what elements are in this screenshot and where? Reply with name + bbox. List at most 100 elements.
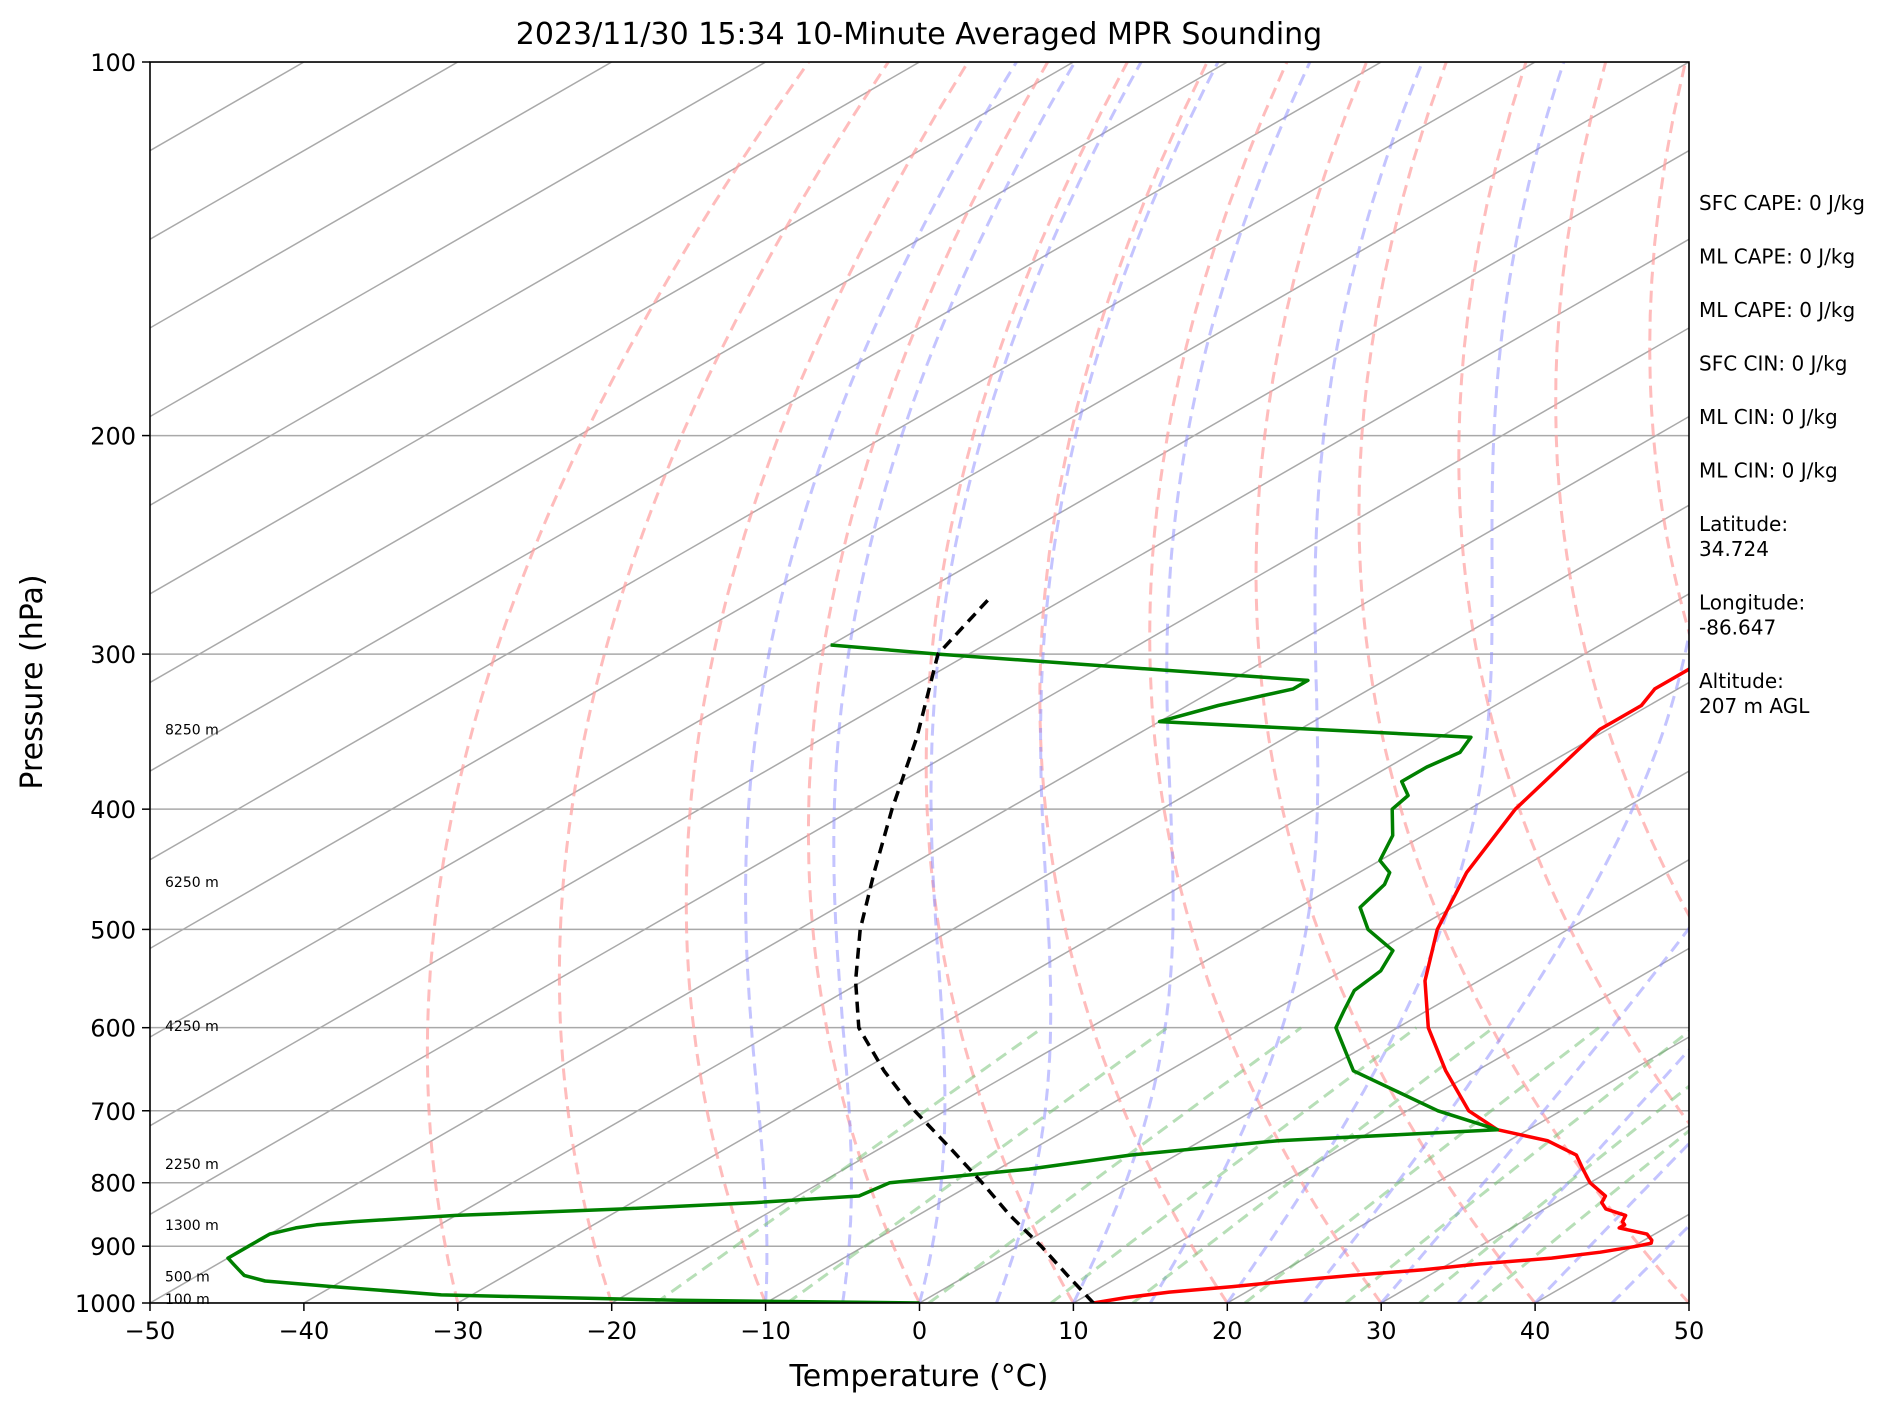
background-lines [150,62,1689,1303]
dewpoint-trace [226,643,1500,1303]
y-tick-label: 200 [90,423,136,451]
dry-adiabat-line [1554,62,1689,919]
sounding-parameter-text: SFC CAPE: 0 J/kg [1699,191,1865,215]
chart-title: 2023/11/30 15:34 10-Minute Averaged MPR … [516,17,1322,52]
height-label: 500 m [165,1269,210,1285]
sounding-parameter-line: 207 m AGL [1699,694,1810,718]
dry-adiabat-line [1038,62,1229,1303]
isotherm-line [1226,1036,1689,1303]
height-label: 100 m [165,1292,210,1308]
moist-adiabat-line [832,62,1077,1303]
mixing-ratio-line [1344,1029,1689,1303]
y-tick-label: 1000 [75,1290,136,1318]
sounding-parameter-text: ML CIN: 0 J/kg [1699,459,1838,483]
height-label: 2250 m [165,1157,219,1173]
isotherm-line [150,149,1689,1038]
height-label: 1300 m [165,1218,219,1234]
sounding-parameter-text: SFC CIN: 0 J/kg [1699,352,1847,376]
dry-adiabat-line [1457,62,1689,1126]
moist-adiabat-line [1534,1141,1689,1303]
dry-adiabat-line [924,62,1129,1303]
isotherm-line [150,62,1536,861]
isotherm-line [765,770,1689,1303]
mixing-ratio-line [655,1026,1044,1303]
height-label: 4250 m [165,1019,219,1035]
y-tick-label: 700 [90,1098,136,1126]
height-labels: 100 m 500 m 1300 m 2250 m 4250 m 6250 m 8250 m [165,722,219,1308]
dry-adiabat-line [425,62,810,1303]
isotherm-line [919,858,1689,1303]
mixing-ratio-line [1418,1084,1689,1303]
dry-adiabat-line [557,62,890,1303]
sounding-parameter-line: ML CIN: 0 J/kg [1699,459,1838,483]
sounding-parameter-text: Longitude: -86.647 [1699,591,1805,640]
mixing-ratio-line [1131,1026,1495,1303]
mixing-ratio-line [786,1026,1169,1303]
x-axis-label: Temperature (°C) [789,1359,1049,1394]
height-label: 8250 m [165,722,219,738]
y-axis-label: Pressure (hPa) [15,574,50,789]
y-tick-label: 900 [90,1233,136,1261]
x-tick-label: 20 [1212,1317,1243,1345]
mixing-ratio-line [1050,1026,1418,1303]
moist-adiabat-line [744,62,1018,1303]
sounding-parameter-line: ML CIN: 0 J/kg [1699,405,1838,429]
sounding-parameter-text: Altitude: 207 m AGL [1699,669,1810,718]
x-tick-label: 30 [1366,1317,1397,1345]
isotherm-line [150,62,920,507]
y-tick-label: 400 [90,796,136,824]
moist-adiabat-line [1226,62,1566,1303]
parcel-profile [853,596,1095,1303]
x-tick-label: 0 [912,1317,927,1345]
isotherm-line [1073,947,1689,1303]
mixing-ratio-line [1243,1026,1600,1303]
sounding-parameter-line: Longitude: [1699,591,1805,615]
dry-adiabat-line [1648,62,1689,638]
sounding-parameter-line: -86.647 [1699,616,1776,640]
temperature-trace [1093,667,1689,1303]
moist-adiabat-line [995,62,1220,1303]
sounding-parameter-text: ML CIN: 0 J/kg [1699,405,1838,429]
x-tick-label: 10 [1058,1317,1089,1345]
sounding-parameter-line: 34.724 [1699,537,1769,561]
isotherm-line [150,62,1382,773]
sounding-parameter-line: Altitude: [1699,669,1784,693]
sounding-parameter-text: Latitude: 34.724 [1699,512,1788,561]
height-label: 6250 m [165,875,219,891]
mixing-ratio-line [928,1026,1302,1303]
x-tick-label: −20 [586,1317,637,1345]
dry-adiabat-line [806,62,1050,1303]
isotherm-line [150,415,1689,1303]
sounding-parameter-line: SFC CAPE: 0 J/kg [1699,191,1865,215]
sounding-parameters: SFC CAPE: 0 J/kg ML CAPE: 0 J/kg ML CAPE: … [1699,191,1865,718]
isotherm-line [150,62,459,241]
sounding-parameter-line: SFC CIN: 0 J/kg [1699,352,1847,376]
moist-adiabat-line [918,62,1143,1303]
moist-adiabat-line [1303,626,1689,1303]
isotherm-line [150,62,1074,595]
sounding-parameter-line: ML CAPE: 0 J/kg [1699,245,1855,269]
isotherm-line [150,62,1689,950]
isotherm-line [303,504,1689,1303]
isotherm-line [611,681,1689,1303]
x-tick-label: 40 [1520,1317,1551,1345]
y-tick-label: 800 [90,1170,136,1198]
isotherm-line [150,327,1689,1216]
mixing-ratio-line [1476,1128,1689,1303]
sounding-parameter-line: ML CAPE: 0 J/kg [1699,298,1855,322]
sounding-parameter-line: Latitude: [1699,512,1788,536]
moist-adiabat-line [1457,1047,1689,1303]
isotherm-line [150,238,1689,1127]
y-tick-label: 500 [90,916,136,944]
x-tick-label: −50 [125,1317,176,1345]
axis-ticks: −50 −40 −30 −20 −10 0 10 20 30 40 50 1000 900 800 700 6… [75,49,1704,1345]
sounding-parameter-text: ML CAPE: 0 J/kg [1699,245,1855,269]
moist-adiabat-line [1072,62,1312,1303]
dry-adiabat-line [1357,62,1689,1303]
moist-adiabat-line [1149,62,1424,1303]
sounding-parameter-text: ML CAPE: 0 J/kg [1699,298,1855,322]
data-lines [226,596,1689,1303]
dry-adiabat-line [1148,62,1383,1303]
y-tick-label: 600 [90,1015,136,1043]
